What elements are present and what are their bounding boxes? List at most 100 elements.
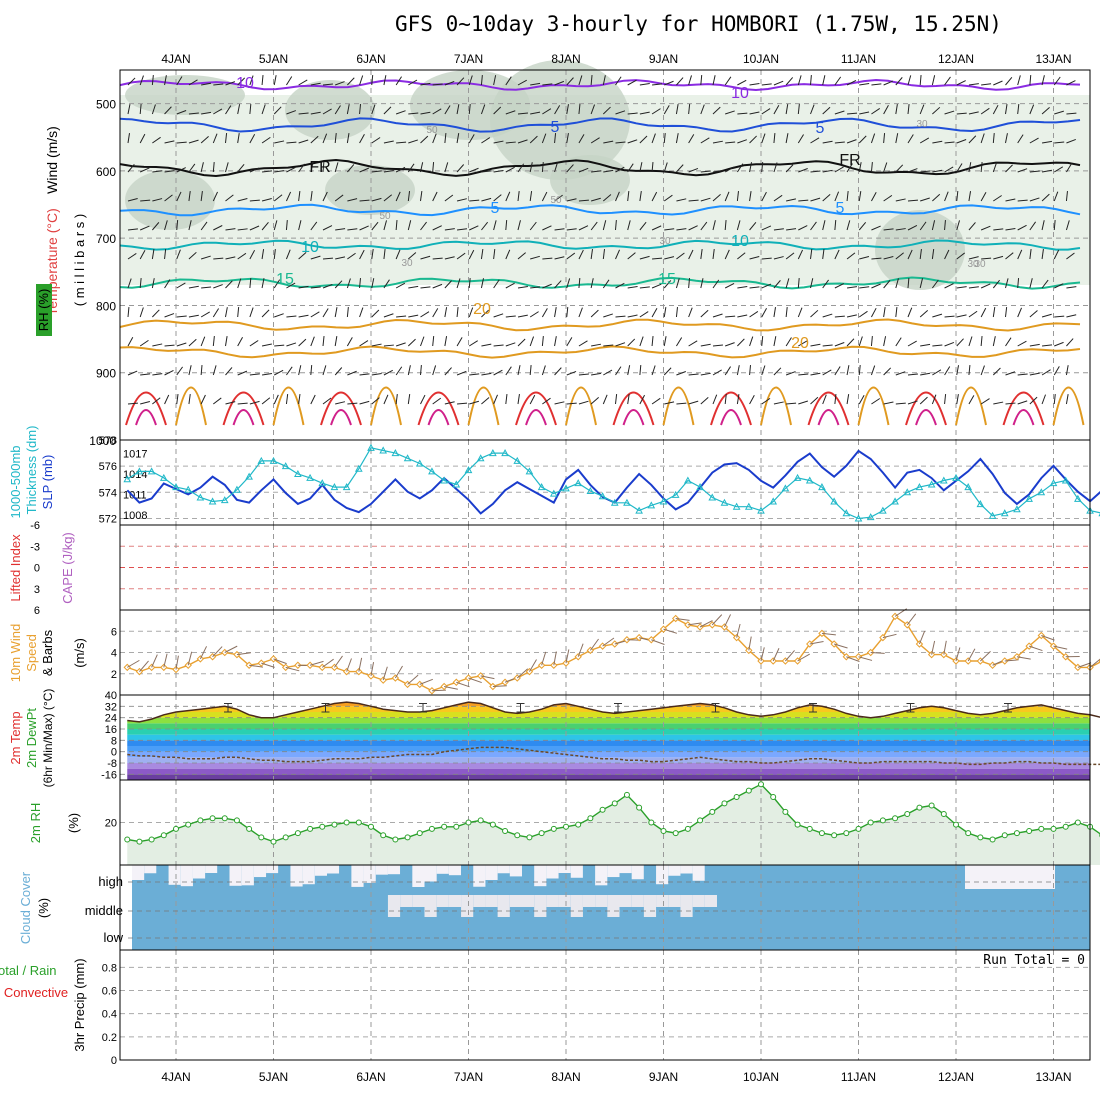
cloud-gap-middle (522, 895, 534, 907)
temp-band (120, 740, 1090, 746)
wind-barb (919, 631, 924, 644)
top-date-label: 9JAN (649, 52, 678, 66)
rh-point (978, 835, 983, 840)
rh-point (369, 824, 374, 829)
cloud-gap-high (510, 865, 522, 876)
bottom-date-label: 6JAN (356, 1070, 385, 1084)
thk-tick-label: 576 (99, 461, 117, 473)
cloud-gap-middle (632, 895, 644, 907)
precip-tick-label: 0.4 (102, 1009, 117, 1021)
cloud-gap-middle (546, 895, 558, 907)
cloud-gap-middle (571, 895, 583, 917)
cloud-gap-middle (705, 895, 717, 907)
rh-point (734, 795, 739, 800)
rh-point (466, 820, 471, 825)
cloud-gap-high (254, 865, 266, 877)
cloud-gap-high (668, 865, 680, 876)
wind-speed-line (127, 616, 1100, 690)
cloud-gap-high (437, 865, 449, 874)
rh-point (210, 816, 215, 821)
pressure-tick-label: 700 (96, 232, 116, 246)
wind-barb (737, 624, 740, 638)
top-date-label: 10JAN (743, 52, 779, 66)
rh-point (503, 829, 508, 834)
contour-label: 30 (659, 236, 671, 247)
wind-barb (127, 660, 139, 667)
rh-ylabel1: 2m RH (28, 803, 43, 843)
thk-tick-label: 574 (99, 487, 117, 499)
wind-barb (542, 652, 546, 665)
rh-point (381, 833, 386, 838)
panel-precip-frame (120, 950, 1090, 1060)
cloud-gap-high (303, 865, 315, 884)
bottom-date-label: 8JAN (551, 1070, 580, 1084)
rh-point (1002, 833, 1007, 838)
rh-point (515, 833, 520, 838)
cloud-gap-middle (595, 895, 607, 907)
rh-point (893, 816, 898, 821)
temp-band (120, 735, 1090, 741)
precip-ylabel2: Convective (4, 985, 68, 1000)
rh-point (271, 839, 276, 844)
cloud-gap-high (583, 865, 595, 886)
cloud-gap-middle (473, 895, 485, 907)
upper-ylabel-pressure: ( m i l l i b a r s ) (72, 214, 87, 306)
pressure-tick-label: 900 (96, 367, 116, 381)
wind-barb (347, 658, 352, 671)
cloud-gap-middle (437, 895, 449, 907)
precip-tick-label: 0.6 (102, 986, 117, 998)
temp-bands (120, 689, 1090, 780)
wind-barb (712, 615, 722, 625)
cloud-gap-middle (620, 895, 632, 907)
rh-point (844, 831, 849, 836)
cloud-gap-high (607, 865, 619, 877)
rh-point (442, 824, 447, 829)
rh-shade-blob (325, 165, 415, 215)
rh-point (880, 818, 885, 823)
thk-tick-label: 578 (99, 435, 117, 447)
wind-ylabel2: Speed (24, 634, 39, 672)
rh-point (1063, 824, 1068, 829)
wind-barb (395, 666, 402, 678)
cloud-gap-high (412, 865, 424, 887)
cloud-gap-middle (510, 895, 522, 907)
rh-point (539, 831, 544, 836)
rh-point (1014, 831, 1019, 836)
cloud-gap-middle (412, 895, 424, 907)
rh-point (564, 824, 569, 829)
temp-band (120, 718, 1090, 724)
rh-point (856, 826, 861, 831)
top-date-label: 13JAN (1035, 52, 1071, 66)
contour-label: 50 (426, 125, 438, 136)
temp-tick-label: 32 (105, 701, 117, 713)
wind-barb (724, 614, 730, 627)
contour-label: 5 (816, 120, 825, 137)
wind-barb (322, 659, 333, 667)
precip-ylabel1: Total / Rain (0, 963, 57, 978)
cloud-gap-middle (644, 895, 656, 917)
wind-barb (408, 675, 419, 684)
rh-point (198, 818, 203, 823)
contour-label: 30 (974, 259, 986, 270)
wind-barb (225, 646, 237, 652)
cloud-gap-high (498, 865, 510, 873)
rh-point (600, 807, 605, 812)
cloud-gap-high (193, 865, 205, 878)
cloud-gap-high (400, 865, 412, 882)
temp-band (120, 689, 1090, 695)
cloud-gap-middle (534, 895, 546, 917)
cloud-gap-high (620, 865, 632, 873)
rh-point (795, 822, 800, 827)
rh-point (125, 837, 130, 842)
temp-band (120, 746, 1090, 752)
cloud-gap-high (205, 865, 217, 873)
rh-point (356, 820, 361, 825)
cloud-gap-high (632, 865, 644, 879)
rh-point (637, 805, 642, 810)
rh-point (661, 829, 666, 834)
rh-point (222, 816, 227, 821)
wind-ylabel3: & Barbs (40, 629, 55, 676)
temp-tick-label: 16 (105, 724, 117, 736)
